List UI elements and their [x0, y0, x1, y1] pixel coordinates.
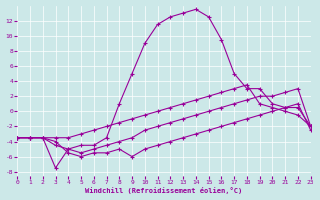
X-axis label: Windchill (Refroidissement éolien,°C): Windchill (Refroidissement éolien,°C)	[85, 187, 243, 194]
